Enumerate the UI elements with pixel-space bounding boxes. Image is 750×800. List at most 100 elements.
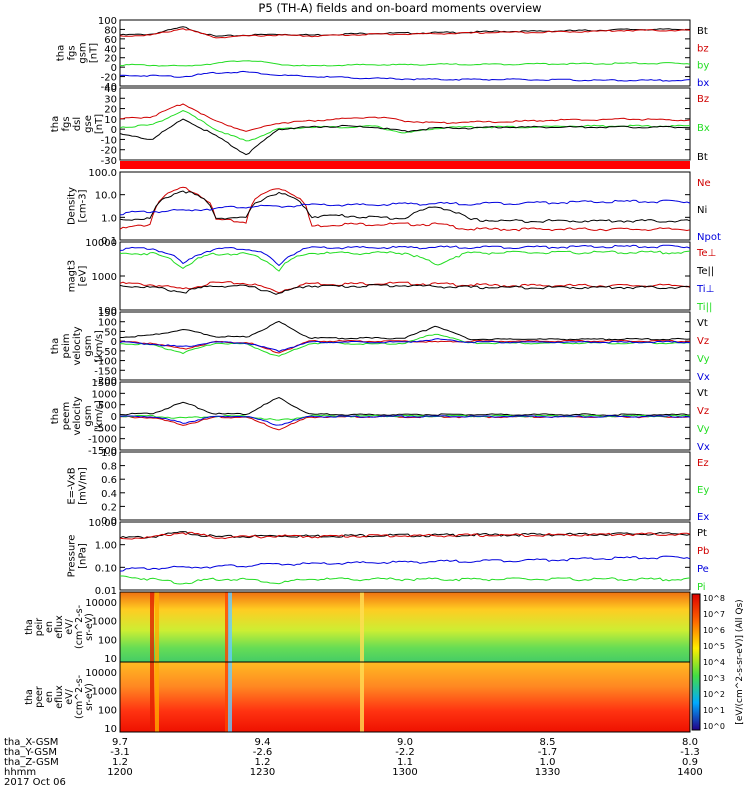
y-tick-label: 40: [104, 44, 117, 55]
series-line-Te||: [119, 283, 691, 295]
y-axis-label-line: fgs: [61, 116, 72, 131]
y-tick-label: 0.6: [101, 475, 117, 486]
series-line-Vx: [120, 415, 691, 426]
y-axis-label-line: peim: [61, 333, 72, 358]
colorbar-tick-label: 10^2: [703, 690, 725, 699]
y-axis-label-line: magt3: [67, 260, 78, 293]
legend-Ex: Ex: [697, 512, 709, 523]
colorbar: 10^8 10^7 10^6 10^5 10^4 10^3 10^2 10^1 10^0 [eV/…: [691, 593, 745, 731]
ephemeris-value: -1.3: [680, 747, 700, 758]
y-tick-label: 100: [98, 635, 117, 646]
y-tick-label: 0: [111, 337, 117, 348]
spectrogram-feature: [225, 662, 229, 732]
ephemeris-value: 1.0: [540, 757, 556, 768]
y-tick-label: 0.1: [101, 236, 117, 247]
y-tick-label: 100.0: [88, 168, 117, 179]
series-line-Pt: [119, 531, 691, 539]
y-tick-label: 10000: [85, 238, 117, 249]
y-axis-label-line: gse: [83, 115, 94, 133]
y-axis-label-line: tha: [50, 338, 61, 354]
y-tick-label: -50: [101, 347, 117, 358]
panel-frame: [119, 87, 691, 161]
ephemeris-value: 1.2: [255, 757, 271, 768]
legend-Ni: Ni: [697, 205, 707, 216]
legend-bz: bz: [697, 43, 709, 54]
y-tick-label: 10000: [85, 598, 117, 609]
legend-Ey: Ey: [697, 485, 709, 496]
y-tick-label: 80: [104, 25, 117, 36]
y-axis-label-line: E=-VxB: [67, 467, 78, 504]
panel-density: 100.0 10.0 1.0 0.1 Density[cm-3] Ne Ni Npot: [67, 168, 721, 247]
colorbar-tick-label: 10^0: [703, 722, 725, 731]
y-axis-label: E=-VxB[mV/m]: [67, 467, 89, 505]
y-tick-label: 10000: [85, 668, 117, 679]
y-tick-label: 1.0: [101, 213, 117, 224]
y-tick-label: 10.0: [95, 191, 117, 202]
y-axis-label-line: (cm^2-s-: [74, 675, 85, 719]
y-axis-label-line: peir: [34, 618, 45, 637]
y-tick-label: 1500: [92, 378, 117, 389]
series-line-Bz: [119, 103, 691, 132]
spectrogram-feature: [150, 662, 154, 732]
panel-frame: [119, 381, 691, 451]
y-axis-label-line: Pressure: [67, 535, 78, 578]
y-tick-label: 0: [111, 125, 117, 136]
y-axis-label: thapeirenefluxeV/(cm^2-s-sr-eV): [24, 605, 95, 649]
colorbar-label: [eV/(cm^2-s-sr-eV)] (All Qs): [735, 599, 745, 724]
y-tick-label: -100: [94, 357, 117, 368]
y-tick-label: -30: [101, 156, 117, 167]
spectrogram-feature: [155, 662, 159, 732]
series-line-Bx: [119, 110, 691, 142]
legend-Vz: Vz: [697, 336, 709, 347]
panel-pressure: 10.00 1.00 0.10 0.01 Pressure[nPa] Pt Pb Pe Pi: [67, 518, 710, 597]
spectrogram-feature: [228, 592, 232, 662]
legend-Vx: Vx: [697, 442, 710, 453]
ephemeris-value: 1200: [107, 767, 132, 778]
y-axis-label: Pressure[nPa]: [67, 535, 89, 578]
ephemeris-value: 8.0: [682, 737, 698, 748]
y-tick-label: 100: [98, 306, 117, 317]
colorbar-tick-label: 10^6: [703, 626, 725, 635]
y-axis-label-line: peem: [61, 402, 72, 430]
y-tick-label: 1000: [92, 389, 117, 400]
y-axis-label: thafgsgsm[nT]: [56, 42, 100, 63]
spectrogram-feature: [228, 662, 232, 732]
y-tick-label: 10: [104, 115, 117, 126]
y-axis-label: thapeemvelocitygsm[km/s]: [50, 396, 105, 435]
y-tick-label: 40: [104, 84, 117, 95]
y-tick-label: 0.10: [95, 563, 117, 574]
y-tick-label: -1000: [88, 435, 117, 446]
y-axis-label-line: velocity: [72, 326, 83, 365]
y-axis-label-line: [nT]: [94, 114, 105, 134]
colorbar-tick-label: 10^3: [703, 674, 725, 683]
legend-Pb: Pb: [697, 546, 709, 557]
y-tick-label: 100: [98, 318, 117, 329]
y-axis-label: thapeerenefluxeV/(cm^2-s-sr-eV): [24, 675, 95, 719]
y-axis-label-line: [km/s]: [94, 400, 105, 432]
legend-Vt: Vt: [697, 388, 708, 399]
legend-Vz: Vz: [697, 406, 709, 417]
legend-Vy: Vy: [697, 354, 710, 365]
panel-frame: [119, 311, 691, 381]
y-tick-label: 0.2: [101, 502, 117, 513]
y-axis-label-line: peer: [34, 686, 45, 708]
legend-Pe: Pe: [697, 564, 709, 575]
legend-Bx: Bx: [697, 123, 710, 134]
y-axis-label: magt3[eV]: [67, 260, 89, 293]
spectrogram-feature: [225, 592, 229, 662]
y-tick-label: 1.00: [95, 541, 117, 552]
legend-Ti||: Ti||: [696, 302, 712, 313]
y-tick-label: 150: [98, 308, 117, 319]
panel-temp: 10000 1000 100 magt3[eV] Te⊥ Te|| Ti⊥ Ti||: [67, 238, 717, 317]
y-tick-label: 0: [111, 63, 117, 74]
series-line-Ti||: [119, 250, 691, 272]
panel-frame: [119, 451, 691, 521]
panel-frame: [119, 19, 691, 87]
ephemeris-value: 9.0: [397, 737, 413, 748]
ephemeris-value: -1.7: [538, 747, 558, 758]
y-axis-label-line: [eV]: [78, 266, 89, 287]
y-tick-label: 1000: [92, 617, 117, 628]
series-line-by: [120, 60, 691, 67]
